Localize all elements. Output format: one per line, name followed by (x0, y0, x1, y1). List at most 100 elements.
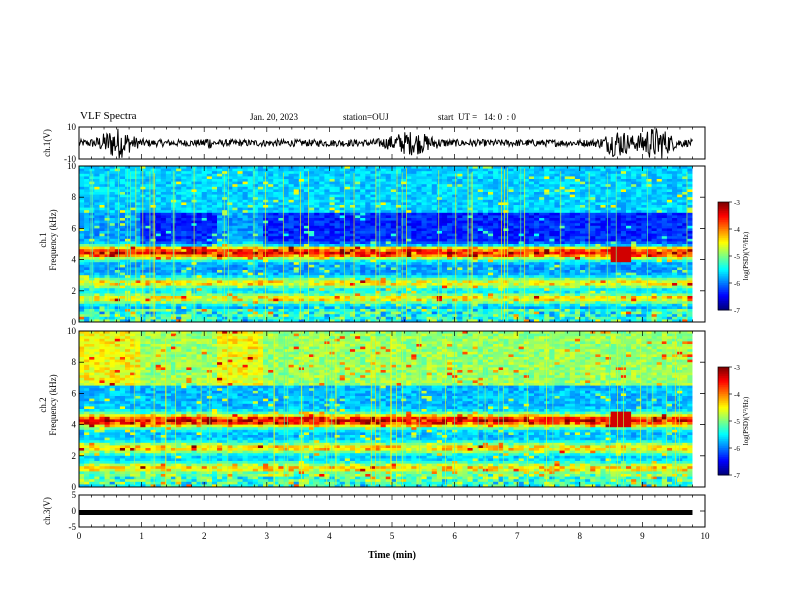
spectrogram-cell (344, 168, 351, 172)
spectrogram-cell (130, 246, 136, 250)
spectrogram-cell (145, 303, 151, 307)
spectrogram-cell (334, 303, 341, 307)
spectrogram-cell (482, 212, 489, 216)
spectrogram-cell (94, 202, 100, 206)
spectrogram-cell (99, 288, 105, 292)
spectrogram-cell (431, 186, 438, 190)
spectrogram-cell (201, 298, 208, 302)
spectrogram-cell (421, 220, 428, 224)
spectrogram-cell (145, 306, 151, 310)
spectrogram-cell (94, 173, 100, 177)
spectrogram-cell (360, 228, 366, 232)
spectrogram-cell (487, 238, 494, 242)
spectrogram-cell (201, 210, 208, 214)
spectrogram-cell (145, 319, 151, 323)
spectrogram-cell (406, 285, 412, 289)
spectrogram-cell (263, 231, 269, 234)
spectrogram-cell (436, 314, 443, 318)
spectrogram-cell (171, 166, 177, 169)
spectrogram-cell (283, 303, 289, 307)
spectrogram-cell (288, 192, 295, 195)
spectrogram-cell (319, 192, 325, 195)
spectrogram-cell (380, 275, 387, 279)
spectrogram-cell (487, 197, 494, 201)
spectrogram-cell (99, 254, 105, 258)
spectrogram-cell (441, 275, 448, 279)
spectrogram-cell (89, 231, 95, 234)
spectrogram-cell (99, 306, 105, 310)
spectrogram-cell (104, 283, 111, 286)
spectrogram-cell (237, 249, 243, 253)
spectrogram-cell (375, 277, 382, 281)
spectrogram-cell (375, 186, 382, 190)
spectrogram-cell (298, 241, 305, 245)
spectrogram-cell (114, 168, 121, 172)
spectrogram-cell (314, 270, 320, 273)
spectrogram-cell (79, 189, 85, 193)
spectrogram-cell (201, 205, 208, 208)
spectrogram-cell (344, 236, 351, 240)
spectrogram-cell (257, 184, 264, 188)
spectrogram-cell (79, 171, 85, 175)
spectrogram-cell (360, 199, 366, 203)
spectrogram-cell (273, 275, 279, 279)
spectrogram-cell (181, 275, 187, 279)
spectrogram-cell (314, 298, 320, 302)
spectrogram-cell (477, 233, 484, 237)
spectrogram-cell (324, 205, 330, 208)
spectrogram-cell (217, 280, 223, 284)
spectrogram-cell (416, 259, 422, 263)
spectrogram-cell (365, 306, 371, 310)
spectrogram-cell (365, 283, 371, 286)
spectrogram-cell (436, 264, 443, 268)
spectrogram-cell (242, 270, 249, 273)
spectrogram-cell (201, 218, 208, 221)
spectrogram-cell (395, 267, 402, 271)
spectrogram-cell (293, 194, 300, 198)
spectrogram-cell (355, 233, 361, 237)
spectrogram-cell (283, 210, 289, 214)
spectrogram-cell (160, 244, 167, 247)
spectrogram-cell (395, 236, 402, 240)
spectrogram-cell (125, 298, 131, 302)
spectrogram-cell (196, 166, 203, 169)
spectrogram-cell (227, 186, 233, 190)
spectrogram-cell (385, 241, 392, 245)
spectrogram-cell (360, 231, 366, 234)
spectrogram-cell (380, 262, 387, 266)
spectrogram-cell (278, 197, 284, 201)
spectrogram-cell (242, 288, 249, 292)
spectrogram-cell (232, 277, 238, 281)
spectrogram-cell (436, 254, 443, 258)
spectrogram-cell (211, 257, 218, 260)
spectrogram-cell (201, 202, 208, 206)
spectrogram-cell (426, 228, 433, 232)
spectrogram-cell (252, 257, 259, 260)
spectrogram-cell (309, 285, 315, 289)
spectrogram-cell (84, 306, 90, 310)
spectrogram-cell (252, 277, 259, 281)
spectrogram-cell (324, 298, 330, 302)
spectrogram-cell (165, 238, 172, 242)
spectrogram-cell (375, 262, 382, 266)
spectrogram-cell (365, 233, 371, 237)
spectrogram-cell (176, 277, 182, 281)
spectrogram-cell (176, 189, 182, 193)
spectrogram-cell (406, 207, 412, 211)
spectrogram-cell (416, 264, 422, 268)
spectrogram-cell (467, 228, 474, 232)
spectrogram-cell (406, 314, 412, 318)
spectrogram-cell (186, 267, 192, 271)
spectrogram-cell (196, 176, 203, 180)
spectrogram-cell (416, 311, 422, 315)
spectrogram-cell (268, 233, 274, 237)
spectrogram-cell (487, 233, 494, 237)
spectrogram-cell (222, 246, 228, 250)
spectrogram-cell (252, 218, 259, 221)
spectrogram-cell (298, 277, 305, 281)
spectrogram-cell (252, 236, 259, 240)
spectrogram-cell (339, 270, 346, 273)
spectrogram-cell (232, 246, 238, 250)
spectrogram-cell (329, 285, 336, 289)
spectrogram-cell (344, 290, 351, 294)
